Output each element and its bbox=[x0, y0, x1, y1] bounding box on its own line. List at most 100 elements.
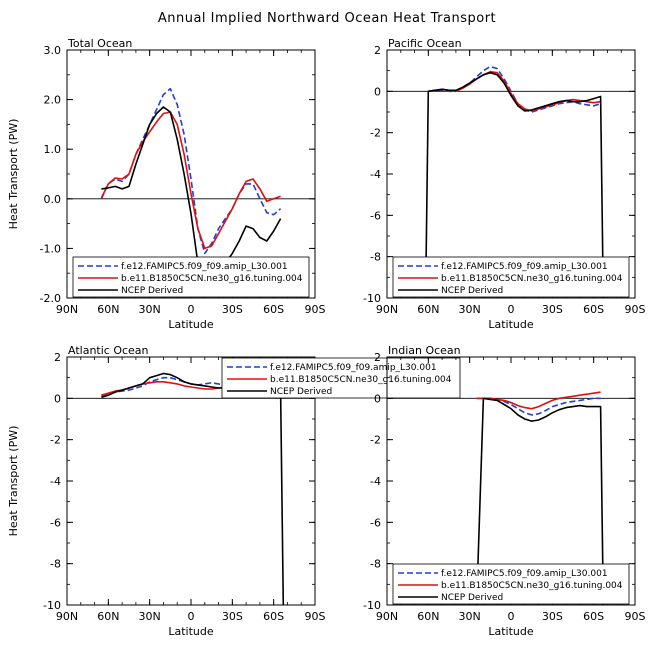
series-group bbox=[475, 391, 605, 605]
x-tick-label: 0 bbox=[188, 610, 195, 623]
x-tick-label: 30S bbox=[542, 303, 563, 316]
panel-indian-ocean: Indian Ocean -10 -8 -6 -4 -2 0 2 90N 60N 30N 0 30S 60… bbox=[363, 344, 645, 638]
panel-title: Pacific Ocean bbox=[388, 37, 462, 50]
y-tick-label: -2 bbox=[50, 434, 61, 447]
x-tick-label: 60N bbox=[97, 303, 119, 316]
panel-title: Atlantic Ocean bbox=[68, 344, 149, 357]
x-tick-label: 30S bbox=[222, 303, 243, 316]
y-axis-label: Heat Transport (PW) bbox=[7, 119, 20, 230]
figure-title: Annual Implied Northward Ocean Heat Tran… bbox=[158, 11, 496, 26]
y-tick-label: -8 bbox=[370, 558, 381, 571]
legend-label: f.e12.FAMIPC5.f09_f09.amip_L30.001 bbox=[270, 363, 437, 373]
legend-box bbox=[221, 357, 461, 399]
y-tick-label: -6 bbox=[370, 516, 381, 529]
x-tick-label: 90N bbox=[56, 610, 78, 623]
panel-pacific-ocean: Pacific Ocean -10 -8 -6 -4 -2 0 2 90N 60N 30N 0 30S 6… bbox=[363, 37, 645, 331]
legend-label: NCEP Derived bbox=[121, 286, 183, 296]
y-tick-label: 0 bbox=[374, 85, 381, 98]
y-tick-label: 3.0 bbox=[44, 44, 62, 57]
legend-label: b.e11.B1850C5CN.ne30_g16.tuning.004 bbox=[270, 375, 452, 385]
panel-total-ocean: Total Ocean -2.0 -1.0 0.0 1.0 2.0 3.0 90N 60N 30N… bbox=[7, 37, 326, 331]
y-tick-label: 2 bbox=[54, 351, 61, 364]
x-tick-label: 90S bbox=[305, 303, 326, 316]
series-line-b-e11-b1850c5cn-ne30-g16-tuning-004 bbox=[476, 391, 601, 410]
y-tick-label: 2 bbox=[374, 351, 381, 364]
legend-label: NCEP Derived bbox=[441, 286, 503, 296]
legend: f.e12.FAMIPC5.f09_f09.amip_L30.001 b.e11.… bbox=[221, 357, 461, 399]
x-tick-label: 90N bbox=[56, 303, 78, 316]
y-tick-label: -4 bbox=[370, 475, 381, 488]
series-group bbox=[424, 65, 605, 298]
y-tick-label: -4 bbox=[370, 168, 381, 181]
x-tick-label: 60N bbox=[97, 610, 119, 623]
x-tick-label: 90S bbox=[625, 303, 646, 316]
x-tick-label: 90N bbox=[376, 303, 398, 316]
series-line-b-e11-b1850c5cn-ne30-g16-tuning-004 bbox=[428, 70, 601, 112]
y-tick-label: -1.0 bbox=[40, 242, 61, 255]
y-tick-label: -6 bbox=[370, 209, 381, 222]
series-group bbox=[100, 87, 282, 280]
y-tick-label: -10 bbox=[43, 599, 61, 612]
x-tick-label: 0 bbox=[508, 610, 515, 623]
y-tick-label: -2.0 bbox=[40, 292, 61, 305]
legend-label: f.e12.FAMIPC5.f09_f09.amip_L30.001 bbox=[441, 262, 608, 272]
x-tick-label: 60S bbox=[263, 303, 284, 316]
x-tick-label: 90S bbox=[305, 610, 326, 623]
panel-title: Indian Ocean bbox=[388, 344, 461, 357]
y-tick-label: -2 bbox=[370, 434, 381, 447]
x-tick-label: 0 bbox=[188, 303, 195, 316]
legend-label: NCEP Derived bbox=[270, 387, 332, 397]
y-tick-label: 2 bbox=[374, 44, 381, 57]
series-group bbox=[101, 372, 285, 605]
y-tick-label: 1.0 bbox=[44, 143, 62, 156]
y-tick-label: -2 bbox=[370, 127, 381, 140]
x-tick-label: 30N bbox=[139, 303, 161, 316]
x-tick-label: 30N bbox=[459, 303, 481, 316]
legend-label: f.e12.FAMIPC5.f09_f09.amip_L30.001 bbox=[121, 262, 288, 272]
y-tick-label: 0 bbox=[54, 392, 61, 405]
legend: f.e12.FAMIPC5.f09_f09.amip_L30.001 b.e11.… bbox=[72, 256, 310, 298]
x-axis-label: Latitude bbox=[488, 625, 534, 638]
x-tick-label: 30S bbox=[542, 610, 563, 623]
y-axis-label: Heat Transport (PW) bbox=[7, 426, 20, 537]
legend-label: b.e11.B1850C5CN.ne30_g16.tuning.004 bbox=[441, 581, 623, 591]
series-line-b-e11-b1850c5cn-ne30-g16-tuning-004 bbox=[100, 111, 281, 250]
x-tick-label: 60N bbox=[417, 610, 439, 623]
x-tick-label: 60S bbox=[583, 610, 604, 623]
y-tick-label: 2.0 bbox=[44, 94, 62, 107]
x-tick-label: 90S bbox=[625, 610, 646, 623]
y-tick-label: -10 bbox=[363, 292, 381, 305]
x-tick-label: 30N bbox=[459, 610, 481, 623]
legend: f.e12.FAMIPC5.f09_f09.amip_L30.001 b.e11.… bbox=[392, 256, 630, 298]
y-tick-label: 0 bbox=[374, 392, 381, 405]
series-line-ncep-derived bbox=[101, 372, 285, 605]
x-tick-label: 60S bbox=[263, 610, 284, 623]
y-tick-label: -6 bbox=[50, 516, 61, 529]
legend-label: f.e12.FAMIPC5.f09_f09.amip_L30.001 bbox=[441, 569, 608, 579]
legend-label: b.e11.B1850C5CN.ne30_g16.tuning.004 bbox=[121, 274, 303, 284]
series-line-ncep-derived bbox=[424, 71, 605, 298]
legend-box bbox=[72, 256, 310, 298]
y-tick-label: -4 bbox=[50, 475, 61, 488]
y-tick-label: 0.0 bbox=[44, 193, 62, 206]
series-line-ncep-derived bbox=[101, 106, 282, 280]
panel-atlantic-ocean: Atlantic Ocean -10 -8 -6 -4 -2 0 2 90N 60N 30N 0 30S… bbox=[7, 344, 461, 638]
x-tick-label: 30N bbox=[139, 610, 161, 623]
legend: f.e12.FAMIPC5.f09_f09.amip_L30.001 b.e11.… bbox=[392, 563, 630, 605]
x-tick-label: 90N bbox=[376, 610, 398, 623]
y-tick-label: -8 bbox=[50, 558, 61, 571]
series-line-f-e12-famipc5-f09-f09-amip-l30-001 bbox=[428, 65, 601, 113]
panels: Total Ocean -2.0 -1.0 0.0 1.0 2.0 3.0 90N 60N 30N… bbox=[7, 37, 646, 638]
legend-label: NCEP Derived bbox=[441, 593, 503, 603]
x-axis-label: Latitude bbox=[168, 625, 214, 638]
y-tick-label: -10 bbox=[363, 599, 381, 612]
x-tick-label: 30S bbox=[222, 610, 243, 623]
x-axis-label: Latitude bbox=[488, 318, 534, 331]
x-tick-label: 60N bbox=[417, 303, 439, 316]
x-axis-label: Latitude bbox=[168, 318, 214, 331]
panel-title: Total Ocean bbox=[67, 37, 132, 50]
legend-label: b.e11.B1850C5CN.ne30_g16.tuning.004 bbox=[441, 274, 623, 284]
y-tick-label: -8 bbox=[370, 251, 381, 264]
series-line-ncep-derived bbox=[475, 397, 605, 605]
